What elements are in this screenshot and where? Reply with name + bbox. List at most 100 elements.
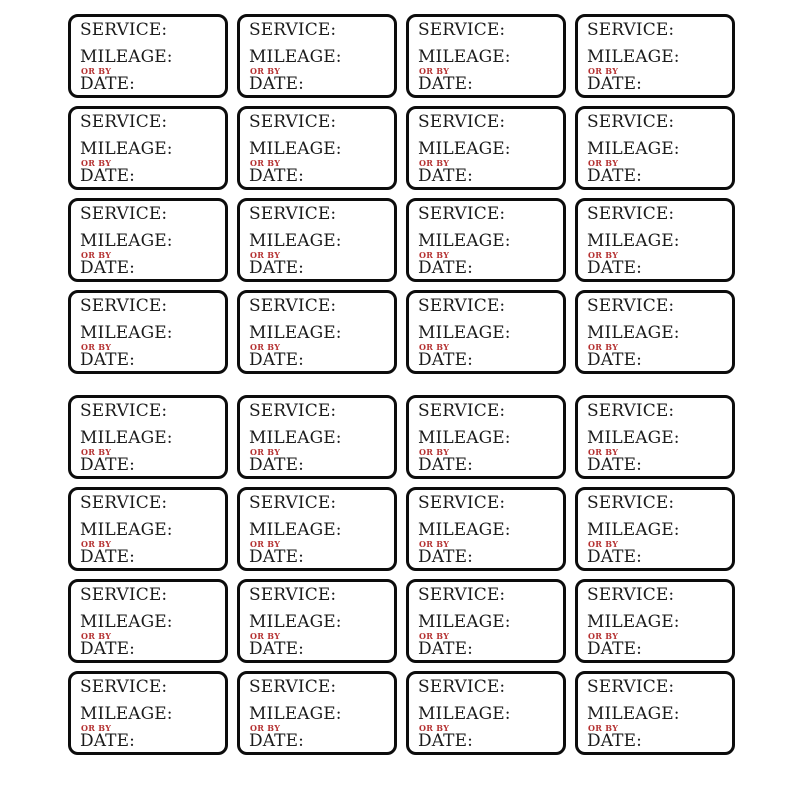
service-record-label: SERVICE: MILEAGE: OR BY DATE: bbox=[406, 487, 566, 571]
mileage-field-label: MILEAGE: bbox=[587, 47, 680, 67]
or-by-label: OR BY bbox=[419, 447, 450, 457]
date-field-label: DATE: bbox=[249, 258, 304, 278]
date-field-label: DATE: bbox=[80, 731, 135, 751]
service-field-label: SERVICE: bbox=[587, 493, 675, 513]
service-field-label: SERVICE: bbox=[249, 677, 337, 697]
service-record-label: SERVICE: MILEAGE: OR BY DATE: bbox=[237, 14, 397, 98]
date-field-label: DATE: bbox=[587, 639, 642, 659]
or-by-label: OR BY bbox=[588, 250, 619, 260]
mileage-field-label: MILEAGE: bbox=[418, 612, 511, 632]
mileage-field-label: MILEAGE: bbox=[587, 428, 680, 448]
service-record-label: SERVICE: MILEAGE: OR BY DATE: bbox=[68, 198, 228, 282]
mileage-field-label: MILEAGE: bbox=[249, 47, 342, 67]
mileage-field-label: MILEAGE: bbox=[418, 428, 511, 448]
or-by-label: OR BY bbox=[588, 631, 619, 641]
service-field-label: SERVICE: bbox=[587, 20, 675, 40]
service-record-label: SERVICE: MILEAGE: OR BY DATE: bbox=[575, 487, 735, 571]
or-by-label: OR BY bbox=[419, 539, 450, 549]
service-record-label: SERVICE: MILEAGE: OR BY DATE: bbox=[237, 487, 397, 571]
service-field-label: SERVICE: bbox=[418, 585, 506, 605]
service-field-label: SERVICE: bbox=[80, 493, 168, 513]
service-field-label: SERVICE: bbox=[80, 585, 168, 605]
service-field-label: SERVICE: bbox=[80, 112, 168, 132]
service-record-label: SERVICE: MILEAGE: OR BY DATE: bbox=[237, 290, 397, 374]
or-by-label: OR BY bbox=[81, 250, 112, 260]
mileage-field-label: MILEAGE: bbox=[249, 231, 342, 251]
service-field-label: SERVICE: bbox=[249, 112, 337, 132]
mileage-field-label: MILEAGE: bbox=[587, 612, 680, 632]
mileage-field-label: MILEAGE: bbox=[80, 323, 173, 343]
date-field-label: DATE: bbox=[587, 258, 642, 278]
service-record-label: SERVICE: MILEAGE: OR BY DATE: bbox=[406, 14, 566, 98]
service-field-label: SERVICE: bbox=[249, 296, 337, 316]
service-record-label: SERVICE: MILEAGE: OR BY DATE: bbox=[406, 671, 566, 755]
or-by-label: OR BY bbox=[588, 158, 619, 168]
service-record-label: SERVICE: MILEAGE: OR BY DATE: bbox=[68, 290, 228, 374]
or-by-label: OR BY bbox=[81, 539, 112, 549]
service-field-label: SERVICE: bbox=[418, 677, 506, 697]
service-record-label: SERVICE: MILEAGE: OR BY DATE: bbox=[237, 671, 397, 755]
service-field-label: SERVICE: bbox=[80, 677, 168, 697]
mileage-field-label: MILEAGE: bbox=[80, 47, 173, 67]
or-by-label: OR BY bbox=[250, 723, 281, 733]
service-record-label: SERVICE: MILEAGE: OR BY DATE: bbox=[406, 106, 566, 190]
or-by-label: OR BY bbox=[419, 158, 450, 168]
service-field-label: SERVICE: bbox=[418, 493, 506, 513]
date-field-label: DATE: bbox=[249, 547, 304, 567]
date-field-label: DATE: bbox=[418, 547, 473, 567]
date-field-label: DATE: bbox=[80, 455, 135, 475]
date-field-label: DATE: bbox=[587, 455, 642, 475]
mileage-field-label: MILEAGE: bbox=[80, 231, 173, 251]
mileage-field-label: MILEAGE: bbox=[249, 520, 342, 540]
service-record-label: SERVICE: MILEAGE: OR BY DATE: bbox=[575, 14, 735, 98]
date-field-label: DATE: bbox=[80, 547, 135, 567]
service-record-label: SERVICE: MILEAGE: OR BY DATE: bbox=[575, 579, 735, 663]
mileage-field-label: MILEAGE: bbox=[418, 47, 511, 67]
or-by-label: OR BY bbox=[419, 250, 450, 260]
date-field-label: DATE: bbox=[80, 74, 135, 94]
service-field-label: SERVICE: bbox=[587, 204, 675, 224]
or-by-label: OR BY bbox=[250, 158, 281, 168]
mileage-field-label: MILEAGE: bbox=[418, 139, 511, 159]
service-field-label: SERVICE: bbox=[587, 112, 675, 132]
or-by-label: OR BY bbox=[81, 158, 112, 168]
date-field-label: DATE: bbox=[418, 350, 473, 370]
service-field-label: SERVICE: bbox=[587, 677, 675, 697]
mileage-field-label: MILEAGE: bbox=[249, 323, 342, 343]
service-record-label: SERVICE: MILEAGE: OR BY DATE: bbox=[575, 395, 735, 479]
mileage-field-label: MILEAGE: bbox=[418, 520, 511, 540]
service-record-label: SERVICE: MILEAGE: OR BY DATE: bbox=[68, 671, 228, 755]
or-by-label: OR BY bbox=[419, 631, 450, 641]
date-field-label: DATE: bbox=[418, 74, 473, 94]
service-record-label: SERVICE: MILEAGE: OR BY DATE: bbox=[406, 290, 566, 374]
mileage-field-label: MILEAGE: bbox=[80, 428, 173, 448]
service-field-label: SERVICE: bbox=[249, 493, 337, 513]
service-record-label: SERVICE: MILEAGE: OR BY DATE: bbox=[406, 198, 566, 282]
date-field-label: DATE: bbox=[249, 166, 304, 186]
mileage-field-label: MILEAGE: bbox=[80, 704, 173, 724]
service-record-label: SERVICE: MILEAGE: OR BY DATE: bbox=[406, 579, 566, 663]
date-field-label: DATE: bbox=[80, 258, 135, 278]
label-sheet: SERVICE: MILEAGE: OR BY DATE: SERVICE: M… bbox=[68, 14, 735, 755]
date-field-label: DATE: bbox=[418, 731, 473, 751]
date-field-label: DATE: bbox=[587, 547, 642, 567]
service-record-label: SERVICE: MILEAGE: OR BY DATE: bbox=[237, 106, 397, 190]
or-by-label: OR BY bbox=[588, 723, 619, 733]
date-field-label: DATE: bbox=[418, 258, 473, 278]
service-field-label: SERVICE: bbox=[80, 204, 168, 224]
service-field-label: SERVICE: bbox=[587, 296, 675, 316]
date-field-label: DATE: bbox=[249, 350, 304, 370]
service-field-label: SERVICE: bbox=[249, 585, 337, 605]
date-field-label: DATE: bbox=[587, 350, 642, 370]
service-field-label: SERVICE: bbox=[249, 401, 337, 421]
or-by-label: OR BY bbox=[419, 66, 450, 76]
or-by-label: OR BY bbox=[81, 66, 112, 76]
service-record-label: SERVICE: MILEAGE: OR BY DATE: bbox=[575, 106, 735, 190]
mileage-field-label: MILEAGE: bbox=[249, 428, 342, 448]
mileage-field-label: MILEAGE: bbox=[80, 520, 173, 540]
service-record-label: SERVICE: MILEAGE: OR BY DATE: bbox=[575, 198, 735, 282]
service-field-label: SERVICE: bbox=[418, 204, 506, 224]
mileage-field-label: MILEAGE: bbox=[587, 231, 680, 251]
or-by-label: OR BY bbox=[588, 66, 619, 76]
or-by-label: OR BY bbox=[250, 447, 281, 457]
